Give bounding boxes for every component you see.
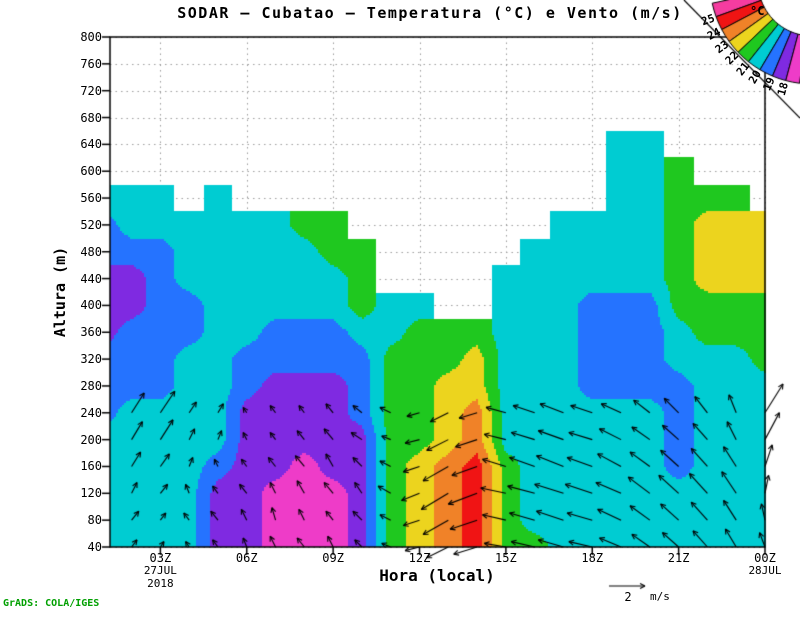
- y-tick-label: 760: [80, 56, 102, 71]
- x-date-label: 2018: [147, 577, 174, 590]
- y-tick-label: 80: [87, 513, 102, 528]
- y-tick-label: 120: [80, 486, 102, 501]
- chart-title: SODAR — Cubatao — Temperatura (°C) e Ven…: [177, 4, 683, 22]
- x-tick-label: 06Z: [235, 551, 258, 565]
- reference-vector-unit: m/s: [650, 590, 670, 603]
- x-date-label: 28JUL: [748, 564, 782, 577]
- y-tick-label: 560: [80, 191, 102, 206]
- x-tick-label: 21Z: [667, 551, 690, 565]
- y-tick-label: 320: [80, 352, 102, 367]
- x-date-label: 27JUL: [143, 564, 177, 577]
- y-tick-label: 280: [80, 378, 102, 393]
- x-axis-title: Hora (local): [379, 566, 495, 585]
- reference-vector-value: 2: [624, 590, 632, 604]
- colorbar-unit-label: °C: [750, 4, 765, 18]
- y-tick-label: 440: [80, 271, 102, 286]
- y-tick-label: 800: [80, 30, 102, 44]
- x-tick-label: 12Z: [408, 551, 431, 565]
- y-tick-label: 520: [80, 217, 102, 232]
- y-tick-label: 240: [80, 405, 102, 420]
- y-tick-label: 40: [87, 540, 102, 554]
- x-tick-label: 00Z: [754, 551, 776, 565]
- x-tick-label: 18Z: [581, 551, 604, 565]
- y-tick-label: 720: [80, 83, 102, 98]
- y-tick-label: 600: [80, 164, 102, 179]
- grads-footer: GrADS: COLA/IGES: [3, 598, 100, 609]
- x-tick-label: 09Z: [322, 551, 344, 565]
- y-axis-title: Altura (m): [51, 246, 69, 338]
- y-tick-label: 400: [80, 298, 102, 313]
- y-tick-label: 360: [80, 325, 102, 340]
- x-tick-label: 03Z: [149, 551, 172, 565]
- y-tick-label: 640: [80, 137, 102, 152]
- y-tick-label: 680: [80, 110, 102, 125]
- y-tick-label: 480: [80, 244, 102, 259]
- y-tick-label: 160: [80, 459, 102, 474]
- y-tick-label: 200: [80, 432, 102, 447]
- x-tick-label: 15Z: [495, 551, 517, 565]
